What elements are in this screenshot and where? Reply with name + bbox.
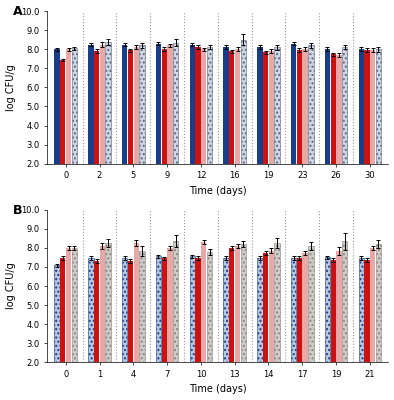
Bar [223,258,229,362]
Text: B: B [13,204,22,217]
Bar [201,49,206,164]
Bar [269,51,274,164]
Bar [173,43,178,164]
Bar [364,50,370,164]
Bar [263,253,268,362]
Bar [235,49,240,164]
Bar [167,248,173,362]
Bar [241,40,246,164]
Bar [94,261,99,362]
Bar [303,253,308,362]
Bar [156,44,161,164]
Bar [167,46,173,164]
Bar [263,52,268,164]
Bar [207,252,212,362]
Bar [325,258,330,362]
Bar [229,51,234,164]
Bar [291,44,296,164]
Bar [257,47,262,164]
Bar [359,49,364,164]
Bar [297,258,302,362]
Bar [207,47,212,164]
Bar [359,258,364,362]
Bar [100,246,105,362]
Bar [156,256,161,362]
Bar [291,258,296,362]
Y-axis label: log CFU/g: log CFU/g [6,64,15,111]
Bar [336,251,342,362]
Bar [106,42,111,164]
Bar [241,244,246,362]
Bar [162,258,167,362]
Bar [72,248,77,362]
Bar [195,47,201,164]
X-axis label: Time (days): Time (days) [189,384,247,394]
Bar [122,44,127,164]
Bar [190,256,195,362]
Bar [128,50,133,164]
Bar [370,248,375,362]
Y-axis label: log CFU/g: log CFU/g [6,263,15,309]
Bar [94,51,99,164]
Bar [134,243,139,362]
Bar [275,47,280,164]
Bar [122,258,127,362]
Bar [223,47,229,164]
Bar [66,248,71,362]
Bar [88,44,93,164]
Bar [303,49,308,164]
Bar [269,251,274,362]
Bar [331,260,336,362]
Bar [336,55,342,164]
Bar [257,258,262,362]
Bar [275,243,280,362]
Bar [235,246,240,362]
Bar [54,49,60,164]
Bar [297,50,302,164]
Bar [173,241,178,362]
X-axis label: Time (days): Time (days) [189,186,247,196]
Bar [139,46,145,164]
Bar [60,60,65,164]
Bar [54,265,60,362]
Bar [72,48,77,164]
Bar [342,47,348,164]
Bar [100,44,105,164]
Bar [325,49,330,164]
Bar [139,251,145,362]
Bar [88,258,93,362]
Bar [190,44,195,164]
Bar [370,50,375,164]
Bar [342,241,348,362]
Bar [308,246,314,362]
Bar [376,49,381,164]
Bar [66,49,71,164]
Bar [195,258,201,362]
Bar [308,46,314,164]
Bar [162,49,167,164]
Bar [201,242,206,362]
Bar [364,260,370,362]
Bar [229,248,234,362]
Text: A: A [13,5,22,18]
Bar [128,261,133,362]
Bar [331,54,336,164]
Bar [106,243,111,362]
Bar [134,47,139,164]
Bar [376,244,381,362]
Bar [60,258,65,362]
